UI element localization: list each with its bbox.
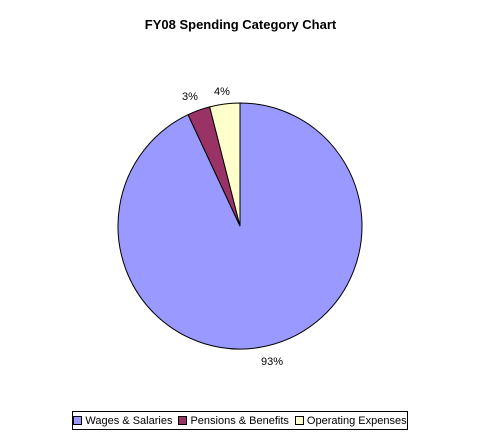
pie-slice-operating xyxy=(209,102,241,227)
pie-label-operating: 4% xyxy=(214,86,230,98)
legend-label-wages: Wages & Salaries xyxy=(85,414,173,427)
pie-label-wages: 93% xyxy=(261,356,283,368)
pie-label-pensions: 3% xyxy=(182,91,198,103)
legend-item-pensions: Pensions & Benefits xyxy=(178,414,289,427)
legend-swatch-wages xyxy=(73,416,83,425)
legend-item-wages: Wages & Salaries xyxy=(73,415,172,427)
legend-swatch-pensions xyxy=(178,416,188,425)
legend-label-pensions: Pensions & Benefits xyxy=(190,414,289,427)
legend-label-operating: Operating Expenses xyxy=(306,414,407,427)
legend-item-operating: Operating Expenses xyxy=(294,414,407,427)
chart-title: FY08 Spending Category Chart xyxy=(144,17,337,32)
chart-legend: Wages & Salaries Pensions & Benefits Ope… xyxy=(72,411,408,430)
legend-swatch-operating xyxy=(294,416,304,425)
